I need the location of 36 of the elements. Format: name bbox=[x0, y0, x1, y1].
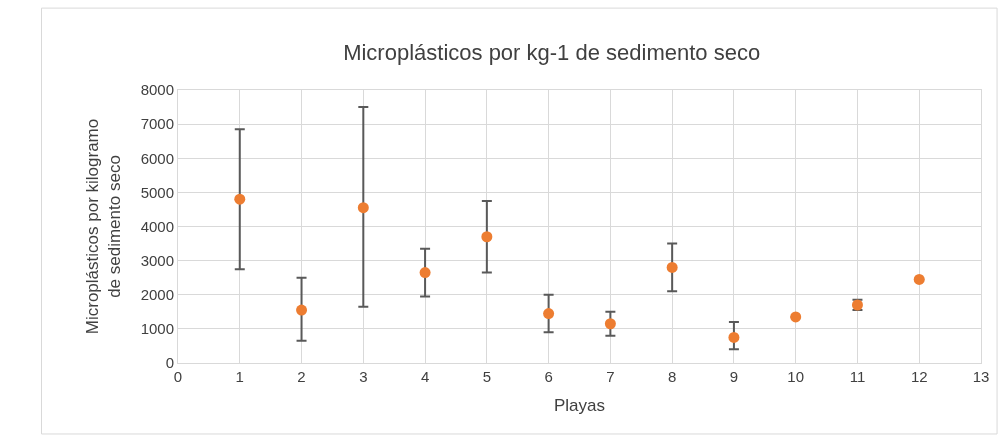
x-axis-title: Playas bbox=[553, 396, 606, 416]
x-tick-label: 2 bbox=[297, 368, 306, 385]
y-tick-label: 7000 bbox=[140, 115, 174, 133]
chart-title: Microplásticos por kg-1 de sedimento seco bbox=[343, 40, 761, 66]
point bbox=[666, 261, 678, 273]
point bbox=[728, 331, 740, 343]
y-axis-title: Microplásticos por kilogramo de sedimento seco bbox=[83, 118, 125, 335]
x-tick-label: 13 bbox=[972, 368, 990, 385]
point bbox=[234, 193, 246, 205]
x-tick-label: 12 bbox=[910, 368, 928, 385]
y-tick-label: 2000 bbox=[140, 286, 174, 303]
x-tick-label: 5 bbox=[482, 368, 492, 385]
x-tick-label: 4 bbox=[420, 368, 430, 385]
point bbox=[913, 273, 925, 285]
x-tick-label: 9 bbox=[729, 368, 739, 385]
y-tick-label: 3000 bbox=[140, 251, 174, 269]
x-tick-label: 7 bbox=[606, 368, 615, 385]
point bbox=[790, 311, 802, 323]
x-tick-label: 6 bbox=[544, 368, 553, 385]
point bbox=[604, 318, 616, 330]
x-tick-label: 10 bbox=[787, 368, 805, 385]
point bbox=[357, 202, 369, 214]
y-tick-label: 4000 bbox=[140, 217, 174, 235]
y-tick-label: 6000 bbox=[140, 149, 174, 167]
point bbox=[481, 231, 493, 243]
point bbox=[543, 308, 555, 320]
point bbox=[419, 267, 431, 279]
y-tick-label: 5000 bbox=[140, 183, 174, 201]
x-tick-label: 3 bbox=[359, 368, 368, 385]
x-tick-label: 11 bbox=[849, 368, 866, 385]
x-tick-label: 8 bbox=[667, 368, 677, 385]
y-tick-label: 0 bbox=[165, 354, 174, 372]
y-tick-label: 1000 bbox=[140, 320, 174, 338]
y-tick-label: 8000 bbox=[140, 81, 174, 99]
x-tick-label: 1 bbox=[235, 368, 244, 385]
point bbox=[296, 304, 308, 316]
